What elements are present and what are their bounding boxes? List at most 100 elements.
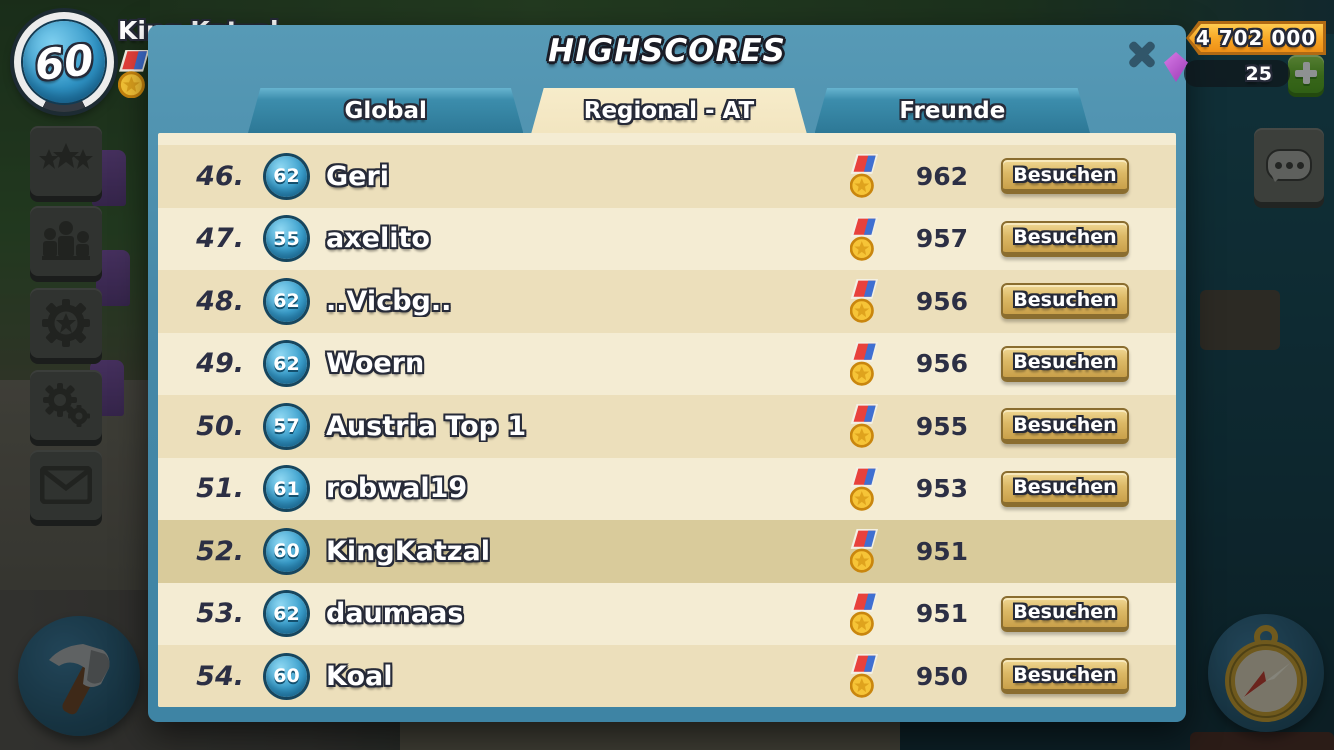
build-button[interactable] xyxy=(18,616,140,736)
tab-label: Regional - AT xyxy=(583,97,755,124)
visit-button[interactable]: Besuchen xyxy=(1001,345,1129,382)
chat-button[interactable] xyxy=(1254,128,1324,202)
row-player-name: robwal19 xyxy=(326,473,468,505)
rank-label: 50. xyxy=(196,410,244,442)
people-podium-icon xyxy=(42,221,90,260)
medal-icon xyxy=(842,341,888,386)
level-value: 62 xyxy=(273,602,300,625)
chat-bubble-icon xyxy=(1266,149,1312,182)
visit-button[interactable]: Besuchen xyxy=(1001,408,1129,445)
compass-icon xyxy=(1225,625,1307,722)
level-badge: 61 xyxy=(266,468,307,510)
table-row: 50. 57 Austria Top 1 955 Besuchen xyxy=(158,395,1176,458)
row-player-name: Geri xyxy=(326,160,390,192)
dock xyxy=(1200,290,1280,350)
rank-label: 46. xyxy=(196,160,244,192)
leaderboard-panel: 46. 62 Geri 962 Besuchen 47. 55 axelito xyxy=(158,133,1176,707)
visit-button[interactable]: Besuchen xyxy=(1001,158,1129,195)
visit-button[interactable]: Besuchen xyxy=(1001,595,1129,632)
gold-resource-banner: 4 702 000 xyxy=(1186,21,1326,55)
settings-button[interactable] xyxy=(30,370,102,440)
diamond-counter: 25 xyxy=(1184,60,1290,87)
visit-button[interactable]: Besuchen xyxy=(1001,220,1129,257)
level-badge: 62 xyxy=(266,593,307,635)
score-value: 951 xyxy=(915,536,968,566)
score-value: 957 xyxy=(915,224,968,254)
visit-button[interactable]: Besuchen xyxy=(1001,470,1129,507)
rank-label: 48. xyxy=(196,285,244,317)
rank-label: 47. xyxy=(196,223,244,255)
buy-diamonds-button[interactable] xyxy=(1288,55,1324,93)
level-value: 61 xyxy=(273,477,300,500)
level-value: 60 xyxy=(273,665,300,688)
row-player-name: ..Vicbg.. xyxy=(326,285,452,317)
score-value: 956 xyxy=(915,349,968,379)
level-value: 60 xyxy=(273,540,300,563)
hud-level-badge: 60 xyxy=(23,21,105,103)
star-medal-icon xyxy=(42,299,90,347)
table-row: 51. 61 robwal19 953 Besuchen xyxy=(158,458,1176,521)
leaderboard-button[interactable] xyxy=(30,206,102,276)
hammer-icon xyxy=(49,644,110,715)
level-badge: 55 xyxy=(266,218,307,260)
hud-medal-icon xyxy=(117,48,152,102)
medal-icon xyxy=(842,466,888,511)
level-value: 62 xyxy=(273,165,300,188)
gold-amount: 4 702 000 xyxy=(1195,26,1317,50)
dialog-title: HIGHSCORES xyxy=(548,33,786,69)
level-badge: 60 xyxy=(266,655,307,697)
score-value: 951 xyxy=(915,599,968,629)
level-badge: 62 xyxy=(266,155,307,197)
table-row: 54. 60 Koal 950 Besuchen xyxy=(158,645,1176,707)
level-value: 62 xyxy=(273,352,300,375)
tab-label: Global xyxy=(344,97,427,124)
score-value: 955 xyxy=(915,411,968,441)
level-value: 62 xyxy=(273,290,300,313)
row-player-name: KingKatzal xyxy=(326,535,490,567)
plus-icon xyxy=(1302,62,1310,84)
medal-icon xyxy=(842,216,888,261)
tab-bar: Global Regional - AT Freunde xyxy=(248,86,1090,133)
table-row: 46. 62 Geri 962 Besuchen xyxy=(158,145,1176,208)
tab-label: Freunde xyxy=(899,97,1006,124)
tab[interactable]: Freunde xyxy=(814,88,1090,133)
table-row: 53. 62 daumaas 951 Besuchen xyxy=(158,583,1176,646)
rank-label: 51. xyxy=(196,473,244,505)
score-value: 950 xyxy=(915,661,968,691)
medal-icon xyxy=(842,404,888,448)
table-row: 48. 62 ..Vicbg.. 956 Besuchen xyxy=(158,270,1176,333)
rank-label: 52. xyxy=(196,535,244,567)
level-badge: 60 xyxy=(266,530,307,572)
three-stars-icon xyxy=(39,143,93,169)
table-row: 49. 62 Woern 956 Besuchen xyxy=(158,333,1176,396)
xp-progress-ring[interactable]: 60 xyxy=(14,12,114,112)
visit-button[interactable]: Besuchen xyxy=(1001,283,1129,320)
close-button[interactable] xyxy=(1124,35,1160,71)
medal-icon xyxy=(842,654,888,698)
mail-button[interactable] xyxy=(30,450,102,520)
visit-button[interactable]: Besuchen xyxy=(1001,658,1129,695)
map-button[interactable] xyxy=(1208,614,1324,732)
medal-icon xyxy=(842,529,888,573)
tab[interactable]: Regional - AT xyxy=(531,88,807,133)
table-row: 52. 60 KingKatzal 951 Besuchen xyxy=(158,520,1176,583)
rank-label: 53. xyxy=(196,598,244,630)
tab[interactable]: Global xyxy=(248,88,524,133)
row-player-name: daumaas xyxy=(326,598,464,630)
row-player-name: Woern xyxy=(326,348,425,380)
level-badge: 62 xyxy=(266,280,307,322)
achievements-button[interactable] xyxy=(30,126,102,196)
diamond-count: 25 xyxy=(1245,62,1272,85)
level-badge: 62 xyxy=(266,343,307,385)
gears-icon xyxy=(43,383,90,427)
rank-button[interactable] xyxy=(30,288,102,358)
score-value: 962 xyxy=(915,161,968,191)
medal-icon xyxy=(842,591,888,636)
level-value: 57 xyxy=(273,415,300,438)
level-value: 55 xyxy=(273,227,300,250)
row-player-name: axelito xyxy=(326,223,430,255)
boat xyxy=(1190,732,1334,750)
level-badge: 57 xyxy=(266,405,307,447)
rank-label: 54. xyxy=(196,660,244,692)
row-player-name: Koal xyxy=(326,660,393,692)
